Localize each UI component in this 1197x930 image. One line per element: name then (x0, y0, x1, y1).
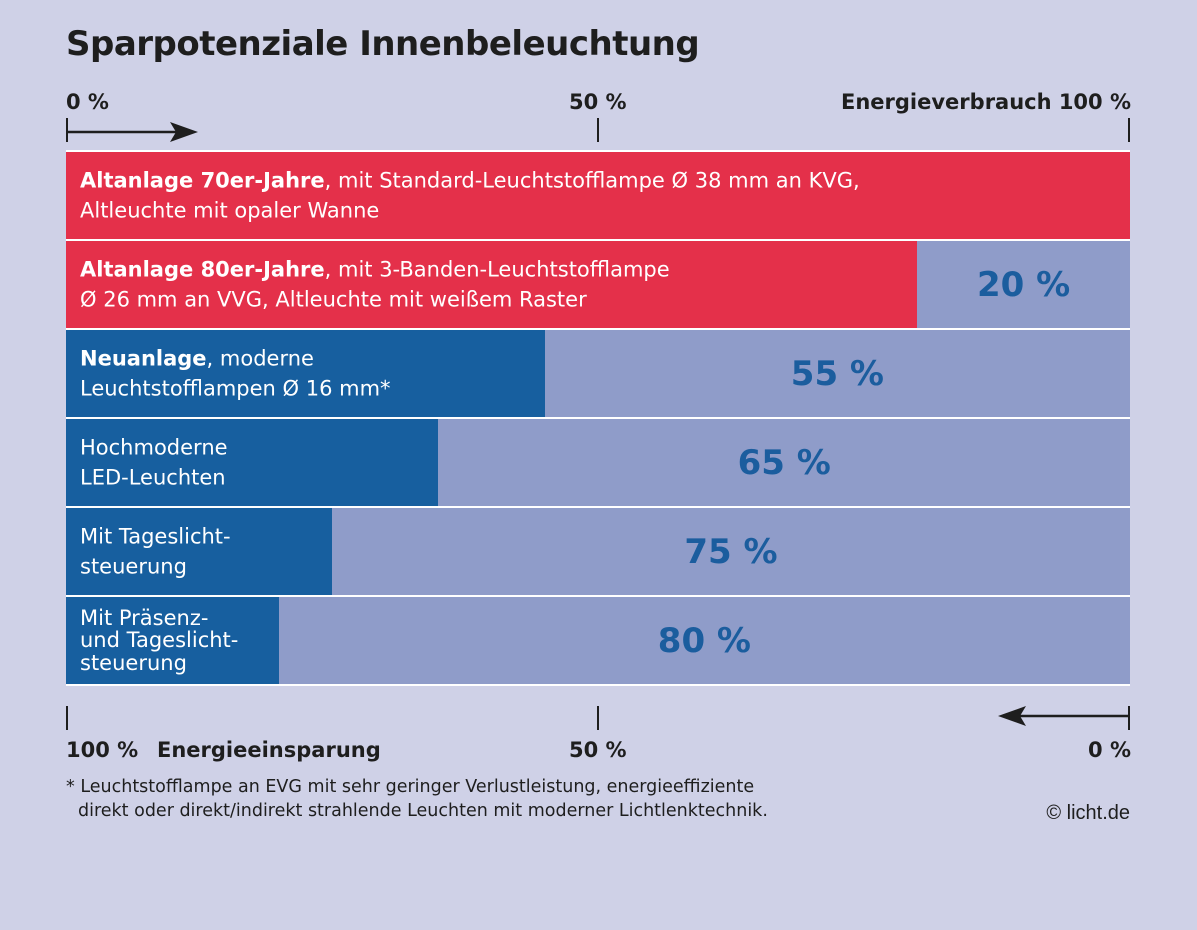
bar-label: Neuanlage, moderne Leuchtstofflampen Ø 16… (80, 343, 1080, 404)
bar-label-line: LED-Leuchten (80, 463, 1080, 493)
chart-row: Altanlage 70er-Jahre, mit Standard-Leuch… (66, 152, 1130, 239)
bar-label-line: Mit Tageslicht- (80, 521, 1080, 551)
consumption-bar (66, 597, 279, 684)
bottom-axis-tick-0: 0 % (1088, 738, 1131, 762)
bar-label-text: steuerung (80, 650, 187, 675)
top-axis-tick-50: 50 % (569, 90, 627, 114)
bar-label-bold: Altanlage 80er-Jahre (80, 257, 325, 282)
bar-label: Altanlage 80er-Jahre, mit 3-Banden-Leuch… (80, 254, 1080, 315)
top-axis-tickmark-100 (1128, 118, 1130, 142)
top-axis-tickmark-50 (597, 118, 599, 142)
savings-value-label: 75 % (684, 531, 778, 572)
bar-label: Altanlage 70er-Jahre, mit Standard-Leuch… (80, 165, 1080, 226)
row-separator (66, 150, 1130, 152)
copyright: © licht.de (1046, 802, 1130, 824)
bar-label-text: , mit 3-Banden-Leuchtstofflampe (324, 257, 670, 282)
chart-row: Neuanlage, moderne Leuchtstofflampen Ø 16… (66, 330, 1130, 417)
consumption-direction-arrow-icon (68, 122, 198, 142)
savings-value-label: 65 % (737, 442, 831, 483)
top-axis-tick-100: 100 % (1058, 90, 1131, 114)
bar-label-line: Hochmoderne (80, 432, 1080, 462)
row-separator (66, 506, 1130, 508)
chart-row: Hochmoderne LED-Leuchten 65 % (66, 419, 1130, 506)
bar-label-line: steuerung (80, 552, 1080, 582)
savings-value-label: 55 % (790, 353, 884, 394)
footnote-line-2: direkt oder direkt/indirekt strahlende L… (78, 800, 768, 821)
chart-title: Sparpotenziale Innenbeleuchtung (66, 24, 700, 64)
chart-row: Mit Präsenz-und Tageslicht-steuerung 80 % (66, 597, 1130, 684)
bar-label-line: und Tageslicht- (80, 629, 1080, 652)
bar-label-line: Leuchtstofflampen Ø 16 mm* (80, 374, 1080, 404)
row-separator (66, 239, 1130, 241)
bar-label-text: , mit Standard-Leuchtstofflampe Ø 38 mm … (324, 168, 860, 193)
chart-area: Altanlage 70er-Jahre, mit Standard-Leuch… (66, 150, 1130, 688)
row-separator (66, 595, 1130, 597)
savings-value-label: 20 % (976, 264, 1071, 305)
bar-label-text: Mit Präsenz- (80, 605, 209, 630)
bar-label-text: steuerung (80, 554, 187, 579)
bottom-axis-tickmark-0 (1128, 706, 1130, 730)
footnote-line-1: * Leuchtstofflampe an EVG mit sehr gerin… (66, 777, 755, 797)
consumption-bar (66, 152, 1130, 239)
bar-label-text: Leuchtstofflampen Ø 16 mm* (80, 376, 391, 401)
bar-label-line: Mit Präsenz- (80, 606, 1080, 629)
bar-label-line: Altanlage 70er-Jahre, mit Standard-Leuch… (80, 165, 1080, 195)
savings-direction-arrow-icon (998, 706, 1128, 726)
bar-label-line: Neuanlage, moderne (80, 343, 1080, 373)
bar-label-text: Hochmoderne (80, 435, 228, 460)
bottom-axis-title: Energieeinsparung (157, 738, 381, 762)
bar-label-text: Ø 26 mm an VVG, Altleuchte mit weißem Ra… (80, 287, 587, 312)
bar-label-text: , moderne (206, 346, 314, 371)
row-separator (66, 684, 1130, 686)
bar-label-text: Altleuchte mit opaler Wanne (80, 198, 380, 223)
consumption-bar (66, 241, 918, 328)
top-axis-tick-0: 0 % (66, 90, 109, 114)
bar-label-text: und Tageslicht- (80, 628, 239, 653)
bottom-axis-tickmark-100 (66, 706, 68, 730)
bottom-axis-tickmark-50 (597, 706, 599, 730)
top-axis-tickmark-0 (66, 118, 68, 142)
chart-row: Mit Tageslicht-steuerung 75 % (66, 508, 1130, 595)
bar-label-bold: Neuanlage (80, 346, 207, 371)
bottom-axis-tick-100: 100 % (66, 738, 139, 762)
bar-label-line: Altanlage 80er-Jahre, mit 3-Banden-Leuch… (80, 254, 1080, 284)
bar-label-text: LED-Leuchten (80, 465, 226, 490)
consumption-bar (66, 508, 332, 595)
footnote: * Leuchtstofflampe an EVG mit sehr gerin… (66, 776, 768, 823)
bar-label-line: Ø 26 mm an VVG, Altleuchte mit weißem Ra… (80, 285, 1080, 315)
bar-label-text: Mit Tageslicht- (80, 524, 231, 549)
row-separator (66, 328, 1130, 330)
bar-label-bold: Altanlage 70er-Jahre (80, 168, 325, 193)
bottom-axis-tick-50: 50 % (569, 738, 627, 762)
consumption-bar (66, 330, 545, 417)
bar-label: Mit Präsenz-und Tageslicht-steuerung (80, 606, 1080, 674)
bar-label-line: steuerung (80, 650, 1080, 675)
chart-row: Altanlage 80er-Jahre, mit 3-Banden-Leuch… (66, 241, 1130, 328)
top-axis-title: Energieverbrauch (841, 90, 1052, 114)
row-separator (66, 417, 1130, 419)
bar-label: Mit Tageslicht-steuerung (80, 521, 1080, 582)
savings-value-label: 80 % (657, 620, 751, 661)
bar-label-line: Altleuchte mit opaler Wanne (80, 196, 1080, 226)
bar-label: Hochmoderne LED-Leuchten (80, 432, 1080, 493)
consumption-bar (66, 419, 439, 506)
